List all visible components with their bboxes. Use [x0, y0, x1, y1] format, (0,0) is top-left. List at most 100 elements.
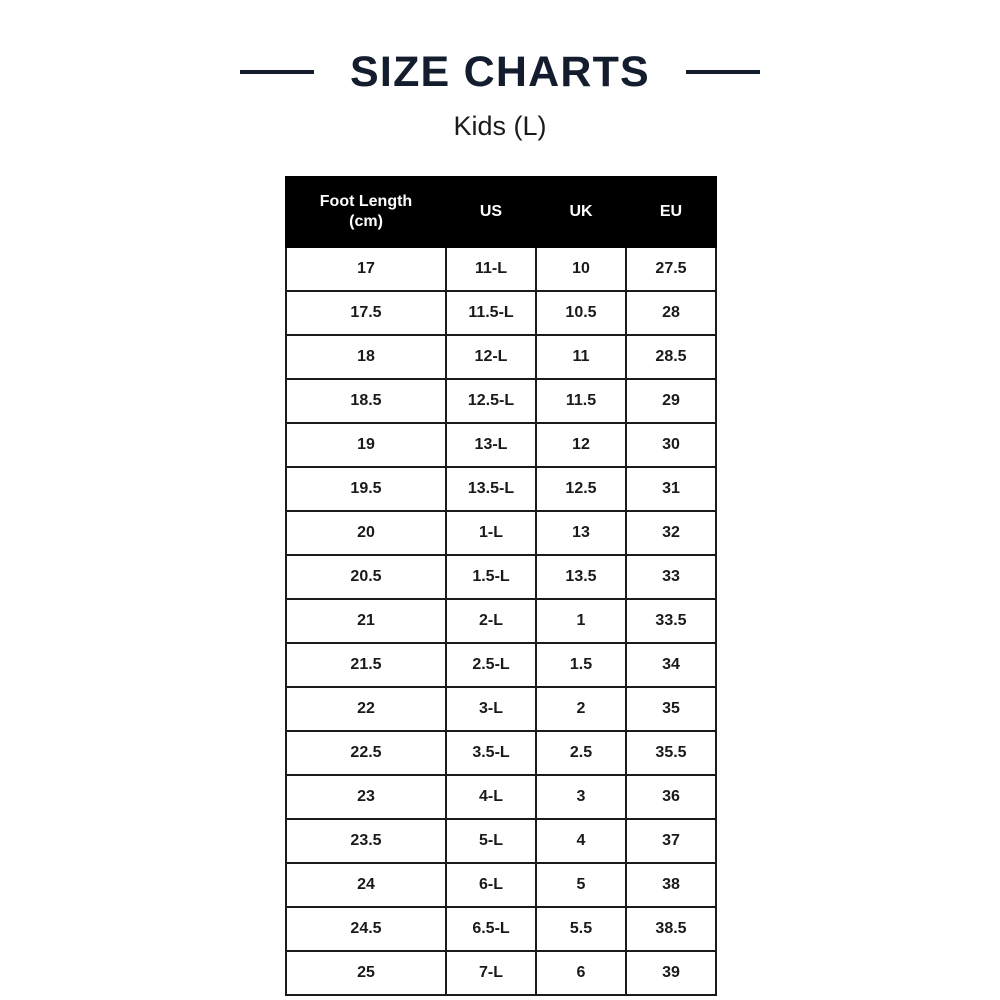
cell-uk: 10: [535, 246, 627, 292]
cell-eu: 34: [625, 642, 717, 688]
cell-foot_length_cm: 22.5: [285, 730, 447, 776]
table-row: 24 6-L 5 38: [285, 862, 717, 908]
page-title: SIZE CHARTS: [350, 47, 650, 96]
cell-eu: 29: [625, 378, 717, 424]
cell-uk: 6: [535, 950, 627, 996]
cell-foot_length_cm: 17: [285, 246, 447, 292]
table-row: 23 4-L 3 36: [285, 774, 717, 820]
cell-us: 11.5-L: [445, 290, 537, 336]
cell-foot_length_cm: 23.5: [285, 818, 447, 864]
cell-eu: 30: [625, 422, 717, 468]
cell-foot_length_cm: 19.5: [285, 466, 447, 512]
cell-foot_length_cm: 18: [285, 334, 447, 380]
table-header-row: Foot Length (cm) US UK EU: [285, 176, 717, 248]
table-row: 21.5 2.5-L 1.5 34: [285, 642, 717, 688]
table-body: 17 11-L 10 27.5 17.5 11.5-L 10.5 28 18 12-L 11 28.5…: [285, 246, 717, 996]
cell-foot_length_cm: 20: [285, 510, 447, 556]
cell-uk: 2.5: [535, 730, 627, 776]
table-row: 18.5 12.5-L 11.5 29: [285, 378, 717, 424]
table-row: 17.5 11.5-L 10.5 28: [285, 290, 717, 336]
column-header-uk: UK: [535, 176, 627, 248]
size-chart-table-wrapper: Foot Length (cm) US UK EU 17 11-L 10 27.5 17…: [285, 176, 717, 996]
table-row: 21 2-L 1 33.5: [285, 598, 717, 644]
cell-uk: 5: [535, 862, 627, 908]
cell-uk: 1: [535, 598, 627, 644]
table-row: 22.5 3.5-L 2.5 35.5: [285, 730, 717, 776]
cell-foot_length_cm: 25: [285, 950, 447, 996]
cell-foot_length_cm: 18.5: [285, 378, 447, 424]
cell-eu: 38: [625, 862, 717, 908]
column-header-foot-length-line1: Foot Length: [319, 193, 413, 210]
cell-foot_length_cm: 24.5: [285, 906, 447, 952]
cell-eu: 31: [625, 466, 717, 512]
table-row: 19 13-L 12 30: [285, 422, 717, 468]
cell-us: 12-L: [445, 334, 537, 380]
table-header: Foot Length (cm) US UK EU: [285, 176, 717, 248]
cell-uk: 11.5: [535, 378, 627, 424]
size-chart-table: Foot Length (cm) US UK EU 17 11-L 10 27.5 17…: [285, 176, 717, 996]
cell-eu: 35.5: [625, 730, 717, 776]
cell-us: 12.5-L: [445, 378, 537, 424]
table-row: 22 3-L 2 35: [285, 686, 717, 732]
column-header-us: US: [445, 176, 537, 248]
cell-us: 1.5-L: [445, 554, 537, 600]
cell-uk: 11: [535, 334, 627, 380]
table-row: 17 11-L 10 27.5: [285, 246, 717, 292]
cell-foot_length_cm: 23: [285, 774, 447, 820]
cell-us: 6.5-L: [445, 906, 537, 952]
cell-us: 7-L: [445, 950, 537, 996]
cell-uk: 2: [535, 686, 627, 732]
cell-us: 6-L: [445, 862, 537, 908]
cell-foot_length_cm: 24: [285, 862, 447, 908]
cell-uk: 4: [535, 818, 627, 864]
column-header-eu: EU: [625, 176, 717, 248]
title-rule-left: [240, 70, 315, 74]
table-row: 24.5 6.5-L 5.5 38.5: [285, 906, 717, 952]
cell-eu: 38.5: [625, 906, 717, 952]
cell-eu: 28: [625, 290, 717, 336]
cell-uk: 3: [535, 774, 627, 820]
cell-uk: 5.5: [535, 906, 627, 952]
cell-eu: 33: [625, 554, 717, 600]
cell-us: 13-L: [445, 422, 537, 468]
cell-eu: 37: [625, 818, 717, 864]
cell-uk: 10.5: [535, 290, 627, 336]
cell-eu: 32: [625, 510, 717, 556]
cell-uk: 12: [535, 422, 627, 468]
cell-us: 4-L: [445, 774, 537, 820]
cell-uk: 13.5: [535, 554, 627, 600]
cell-us: 3.5-L: [445, 730, 537, 776]
table-row: 20 1-L 13 32: [285, 510, 717, 556]
table-row: 23.5 5-L 4 37: [285, 818, 717, 864]
cell-foot_length_cm: 17.5: [285, 290, 447, 336]
page-title-row: SIZE CHARTS: [0, 44, 1000, 100]
table-row: 19.5 13.5-L 12.5 31: [285, 466, 717, 512]
cell-us: 2-L: [445, 598, 537, 644]
cell-foot_length_cm: 21.5: [285, 642, 447, 688]
column-header-foot-length-line2: (cm): [349, 213, 383, 230]
cell-foot_length_cm: 19: [285, 422, 447, 468]
cell-eu: 35: [625, 686, 717, 732]
table-row: 20.5 1.5-L 13.5 33: [285, 554, 717, 600]
cell-eu: 27.5: [625, 246, 717, 292]
title-rule-right: [685, 70, 760, 74]
cell-foot_length_cm: 22: [285, 686, 447, 732]
cell-eu: 28.5: [625, 334, 717, 380]
cell-us: 2.5-L: [445, 642, 537, 688]
table-row: 25 7-L 6 39: [285, 950, 717, 996]
page-subtitle: Kids (L): [453, 111, 547, 141]
cell-foot_length_cm: 21: [285, 598, 447, 644]
cell-us: 5-L: [445, 818, 537, 864]
cell-uk: 1.5: [535, 642, 627, 688]
cell-us: 1-L: [445, 510, 537, 556]
cell-uk: 12.5: [535, 466, 627, 512]
cell-us: 13.5-L: [445, 466, 537, 512]
cell-us: 11-L: [445, 246, 537, 292]
table-row: 18 12-L 11 28.5: [285, 334, 717, 380]
cell-eu: 33.5: [625, 598, 717, 644]
cell-eu: 36: [625, 774, 717, 820]
cell-us: 3-L: [445, 686, 537, 732]
cell-uk: 13: [535, 510, 627, 556]
cell-eu: 39: [625, 950, 717, 996]
